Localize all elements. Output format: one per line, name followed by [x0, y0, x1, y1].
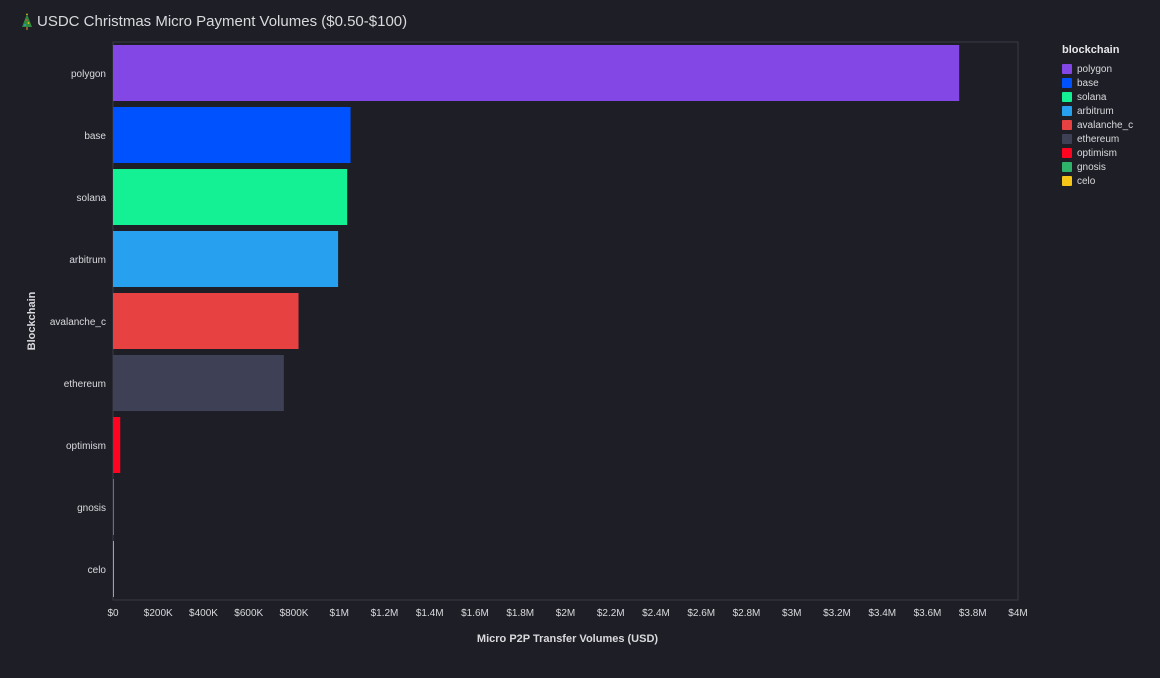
legend-label: solana [1077, 91, 1107, 103]
x-tick-label: $2.4M [642, 608, 670, 619]
legend-swatch [1062, 162, 1072, 172]
x-tick-label: $400K [189, 608, 218, 619]
bar-celo [113, 541, 114, 597]
x-tick-label: $1.6M [461, 608, 489, 619]
x-tick-label: $2M [556, 608, 575, 619]
x-tick-label: $3.6M [914, 608, 942, 619]
legend-label: ethereum [1077, 133, 1120, 145]
legend-swatch [1062, 64, 1072, 74]
y-tick-label-polygon: polygon [71, 69, 106, 80]
legend-item-avalanche_c[interactable]: avalanche_c [1062, 118, 1133, 132]
chart-title: USDC Christmas Micro Payment Volumes ($0… [37, 13, 408, 30]
y-tick-label-celo: celo [88, 565, 107, 576]
legend-item-optimism[interactable]: optimism [1062, 146, 1133, 160]
legend-item-polygon[interactable]: polygon [1062, 62, 1133, 76]
x-tick-label: $4M [1008, 608, 1027, 619]
christmas-tree-icon [22, 13, 32, 30]
legend-swatch [1062, 92, 1072, 102]
y-tick-label-ethereum: ethereum [64, 379, 106, 390]
legend-item-arbitrum[interactable]: arbitrum [1062, 104, 1133, 118]
legend-swatch [1062, 134, 1072, 144]
x-tick-label: $2.8M [733, 608, 761, 619]
x-tick-label: $2.6M [687, 608, 715, 619]
y-axis-label: Blockchain [26, 291, 38, 350]
legend-swatch [1062, 78, 1072, 88]
legend-title: blockchain [1062, 44, 1120, 56]
y-tick-label-avalanche_c: avalanche_c [50, 317, 106, 328]
legend-item-gnosis[interactable]: gnosis [1062, 160, 1133, 174]
x-tick-label: $3.4M [868, 608, 896, 619]
x-tick-label: $3M [782, 608, 801, 619]
y-tick-label-solana: solana [77, 193, 107, 204]
legend-label: avalanche_c [1077, 119, 1134, 131]
x-tick-label: $2.2M [597, 608, 625, 619]
legend-swatch [1062, 148, 1072, 158]
y-tick-label-arbitrum: arbitrum [69, 255, 106, 266]
x-tick-label: $1.4M [416, 608, 444, 619]
legend-label: optimism [1077, 147, 1118, 159]
x-tick-label: $600K [234, 608, 263, 619]
x-tick-label: $0 [107, 608, 119, 619]
x-tick-label: $3.2M [823, 608, 851, 619]
y-tick-label-gnosis: gnosis [77, 503, 106, 514]
x-tick-label: $800K [280, 608, 309, 619]
y-tick-label-base: base [84, 131, 106, 142]
bar-base [113, 107, 351, 163]
bar-arbitrum [113, 231, 339, 287]
legend-swatch [1062, 106, 1072, 116]
x-tick-label: $1.2M [371, 608, 399, 619]
bar-avalanche_c [113, 293, 299, 349]
legend-label: arbitrum [1077, 105, 1114, 117]
x-tick-label: $3.8M [959, 608, 987, 619]
x-axis-label: Micro P2P Transfer Volumes (USD) [477, 633, 658, 645]
y-tick-label-optimism: optimism [66, 441, 106, 452]
bar-solana [113, 169, 348, 225]
x-tick-label: $1M [330, 608, 349, 619]
bar-optimism [113, 417, 121, 473]
x-tick-label: $200K [144, 608, 173, 619]
bar-gnosis [113, 479, 114, 535]
legend-item-ethereum[interactable]: ethereum [1062, 132, 1133, 146]
legend-label: gnosis [1077, 161, 1106, 173]
x-tick-label: $1.8M [506, 608, 534, 619]
legend-item-celo[interactable]: celo [1062, 174, 1133, 188]
legend-label: base [1077, 77, 1099, 89]
legend-label: celo [1077, 175, 1096, 187]
bar-ethereum [113, 355, 284, 411]
legend-item-solana[interactable]: solana [1062, 90, 1133, 104]
chart-title-container: USDC Christmas Micro Payment Volumes ($0… [20, 13, 407, 30]
legend-swatch [1062, 176, 1072, 186]
legend-item-base[interactable]: base [1062, 76, 1133, 90]
legend-label: polygon [1077, 63, 1113, 75]
legend: blockchain polygon base solana arbitrum aval… [1062, 44, 1133, 188]
legend-swatch [1062, 120, 1072, 130]
bar-polygon [113, 45, 960, 101]
